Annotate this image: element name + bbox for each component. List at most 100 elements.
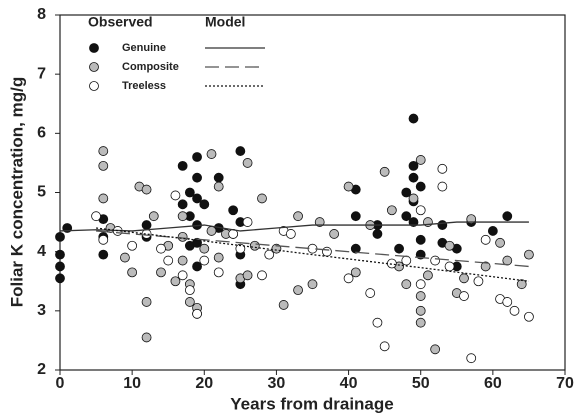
data-point (394, 243, 404, 254)
data-point (184, 297, 195, 307)
data-point (213, 172, 224, 183)
data-point (213, 181, 224, 192)
data-point (437, 220, 448, 230)
model-line (95, 227, 530, 282)
data-point (401, 211, 412, 222)
data-point (293, 285, 303, 296)
data-point (199, 199, 210, 210)
data-point (177, 199, 188, 210)
data-point (192, 261, 202, 272)
data-point (127, 240, 138, 251)
data-point (444, 240, 455, 251)
data-point (177, 211, 188, 222)
model-line (59, 221, 529, 232)
data-point (177, 255, 188, 266)
data-point (386, 205, 397, 216)
x-tick-label: 70 (556, 375, 574, 392)
data-point (184, 187, 195, 198)
data-point (372, 317, 383, 328)
data-point (55, 273, 65, 284)
x-tick-label: 60 (484, 375, 502, 392)
data-point (466, 353, 477, 364)
data-point (257, 193, 267, 204)
y-axis-title: Foliar K concentration, mg/g (7, 77, 26, 307)
data-point (55, 249, 65, 260)
data-point (242, 217, 253, 227)
x-tick-label: 40 (340, 375, 358, 392)
data-point (365, 288, 376, 298)
data-point (257, 270, 267, 281)
legend-marker (89, 81, 99, 91)
data-point (444, 261, 455, 272)
data-point (487, 226, 498, 236)
data-point (408, 160, 419, 171)
data-point (415, 305, 426, 316)
data-point (415, 234, 426, 245)
data-point (285, 229, 296, 239)
x-tick-label: 10 (123, 375, 141, 392)
data-point (156, 267, 166, 278)
data-point (55, 231, 65, 242)
y-tick-label: 7 (37, 65, 46, 82)
data-point (242, 270, 253, 281)
data-point (98, 249, 109, 260)
data-point (322, 246, 332, 257)
legend-label: Composite (122, 61, 179, 73)
data-point (278, 300, 289, 310)
data-point (192, 308, 202, 319)
data-point (163, 255, 174, 266)
data-point (524, 249, 534, 260)
data-point (206, 226, 217, 236)
data-point (415, 317, 426, 328)
data-point (401, 187, 412, 198)
y-tick-label: 3 (37, 302, 46, 319)
data-point (524, 311, 534, 322)
y-tick-label: 6 (37, 125, 46, 142)
data-point (329, 229, 340, 239)
data-point (502, 255, 513, 266)
data-point (430, 255, 441, 266)
data-point (343, 273, 354, 284)
data-point (141, 297, 152, 307)
data-point (473, 276, 484, 287)
data-point (495, 237, 505, 248)
data-point (466, 214, 477, 225)
data-point (459, 291, 469, 301)
data-point (98, 234, 109, 245)
data-point (408, 193, 419, 204)
data-point (213, 267, 224, 278)
data-point (98, 146, 109, 156)
data-point (91, 211, 101, 222)
data-point (127, 267, 138, 278)
legend-label: Genuine (122, 42, 166, 54)
data-point (372, 229, 383, 239)
data-point (459, 273, 469, 284)
data-point (350, 243, 361, 254)
data-point (480, 261, 491, 272)
data-point (148, 211, 159, 222)
data-point (184, 285, 195, 296)
data-point (141, 220, 152, 230)
data-point (177, 270, 188, 281)
data-point (415, 155, 426, 165)
legend-marker (89, 43, 99, 53)
data-point (141, 184, 152, 195)
data-point (177, 231, 188, 242)
data-point (98, 160, 109, 171)
data-point (423, 270, 433, 281)
data-point (502, 211, 513, 222)
data-point (192, 152, 202, 162)
data-point (242, 158, 253, 168)
data-point (437, 181, 448, 192)
data-point (199, 243, 210, 254)
data-point (235, 243, 246, 254)
data-point (213, 252, 224, 263)
data-point (314, 217, 325, 227)
data-point (192, 172, 202, 183)
data-point (408, 113, 419, 124)
legend-label: Treeless (122, 80, 166, 92)
legend-title: Observed (88, 14, 153, 30)
data-point (502, 297, 513, 307)
data-point (480, 234, 491, 245)
data-point (141, 332, 152, 343)
